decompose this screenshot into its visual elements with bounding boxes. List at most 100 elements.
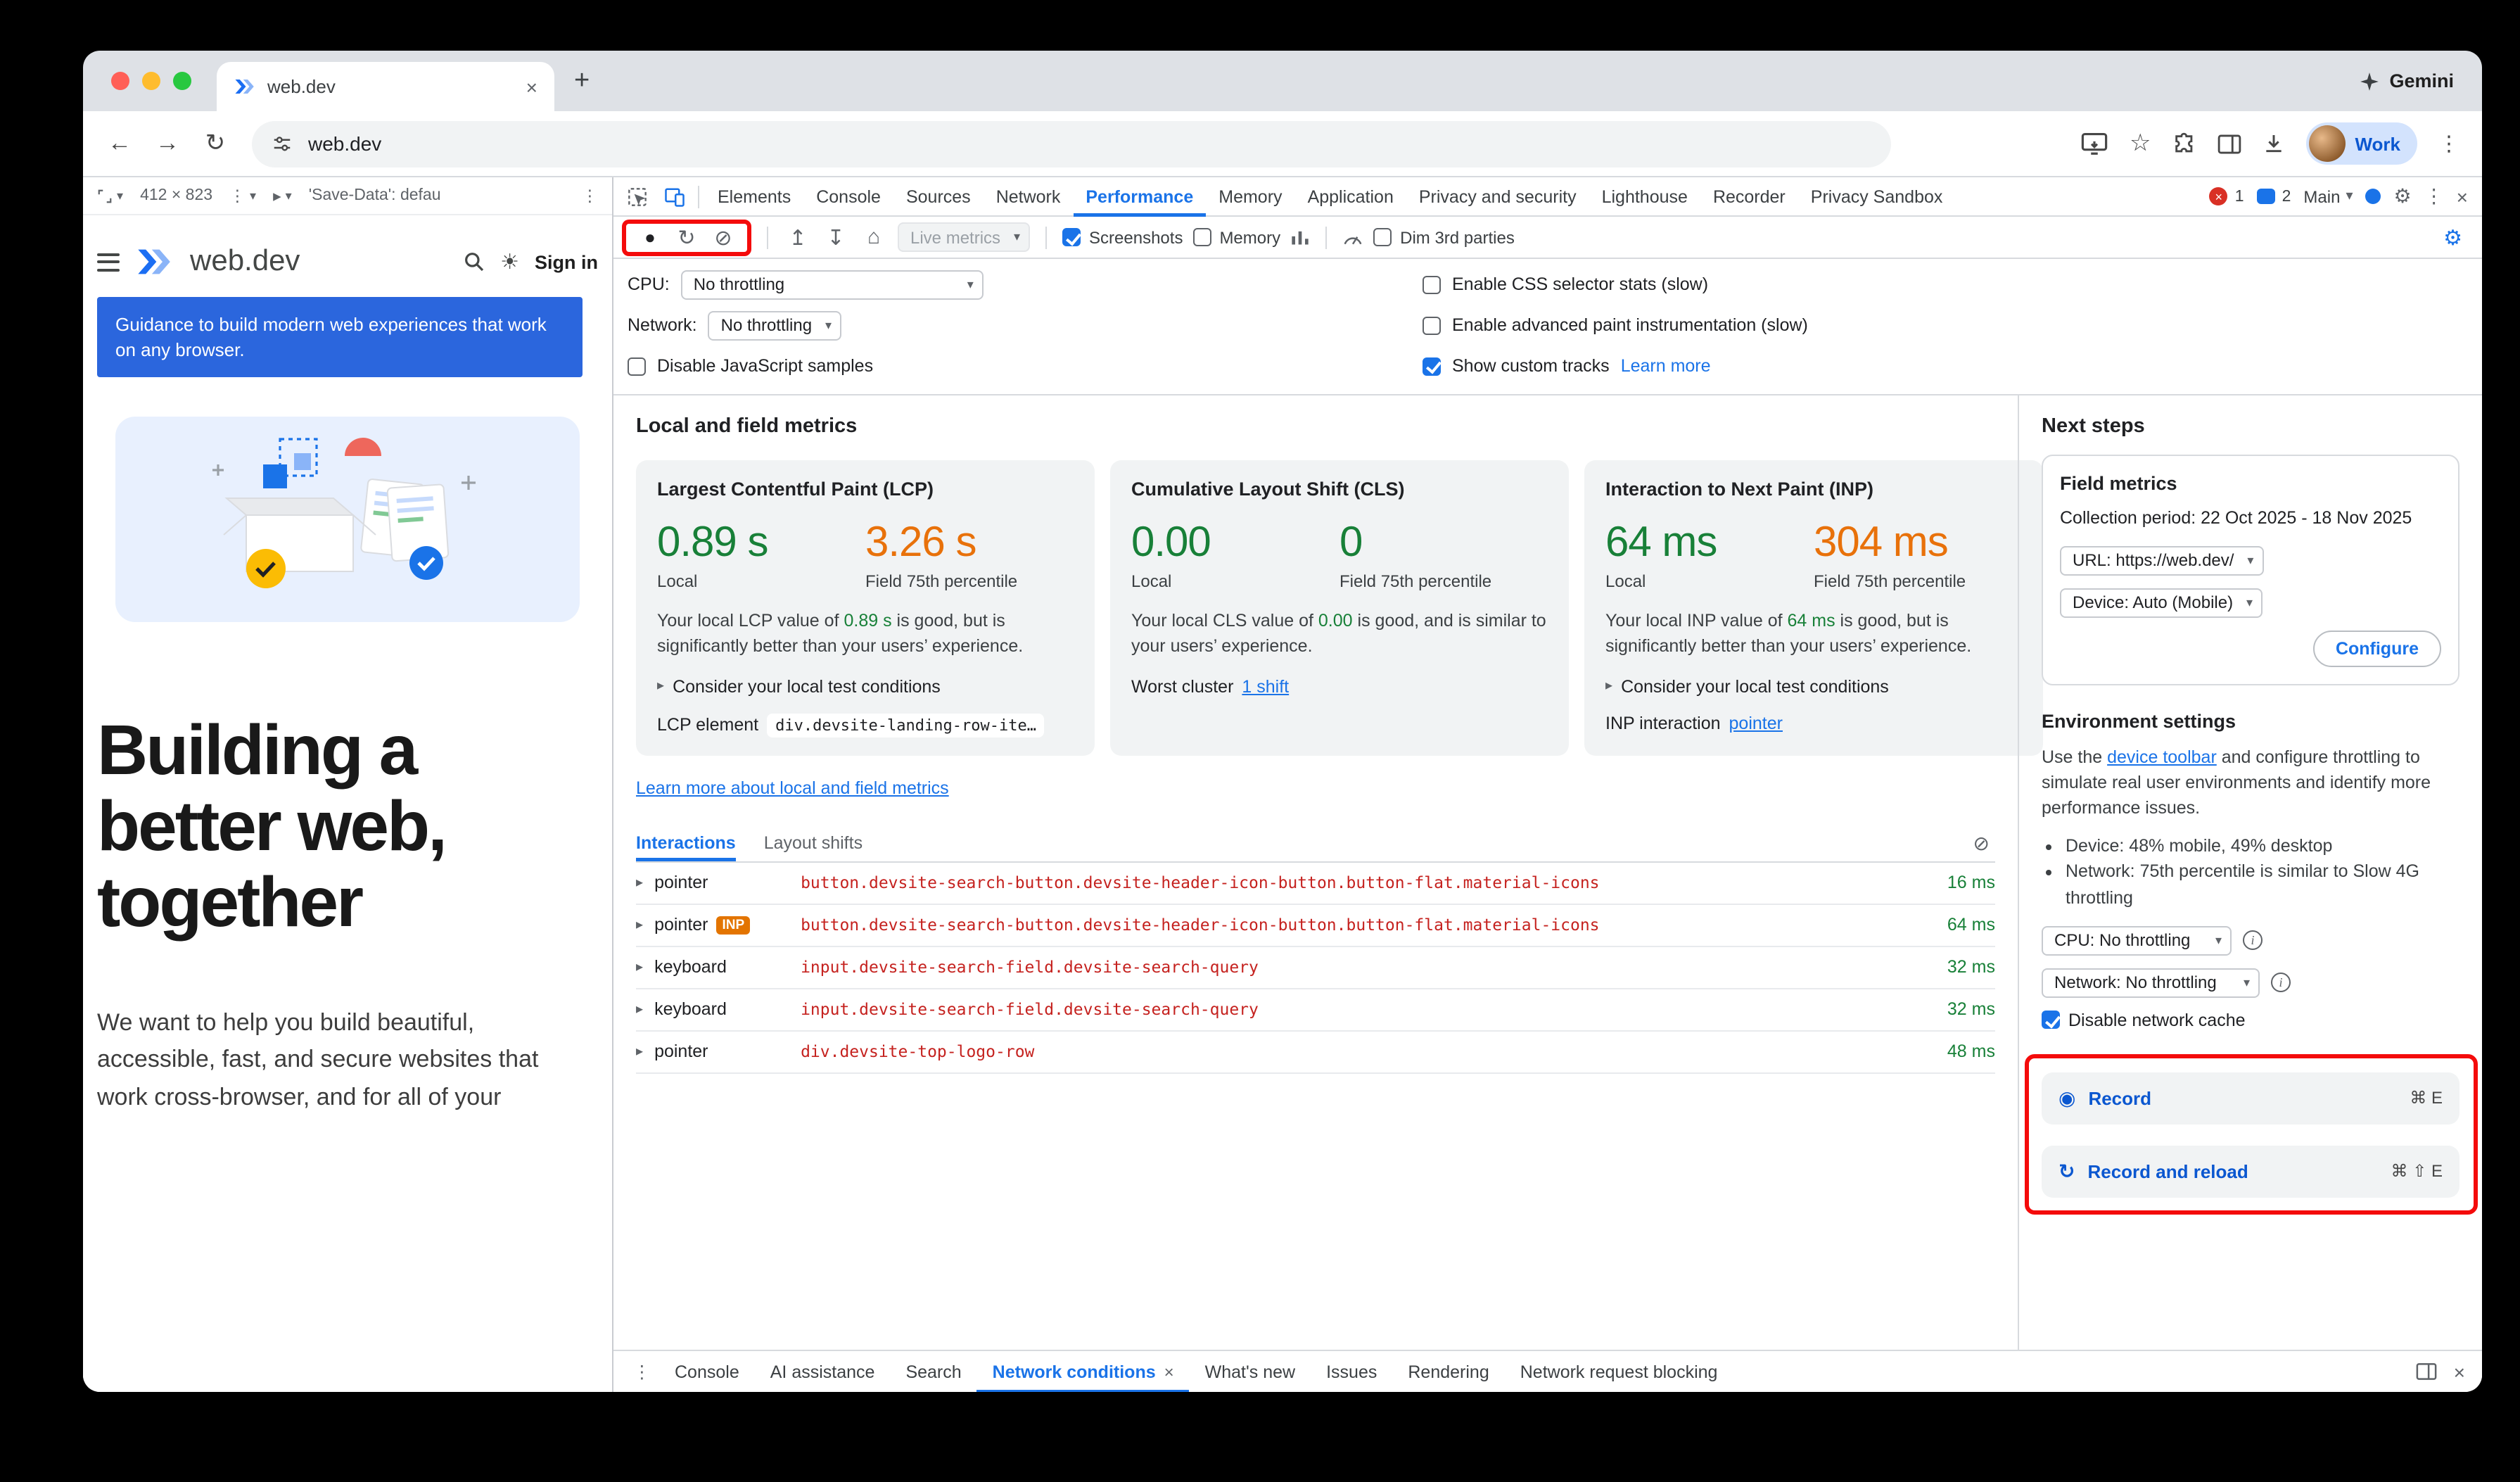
search-icon[interactable]: [462, 251, 485, 273]
error-badge-icon[interactable]: ×: [2209, 187, 2228, 205]
dock-side-icon[interactable]: [2416, 1362, 2437, 1381]
css-selector-stats-checkbox[interactable]: Enable CSS selector stats (slow): [1423, 269, 2468, 300]
interaction-row[interactable]: ▸ keyboard input.devsite-search-field.de…: [636, 946, 1995, 989]
metrics-learn-more-link[interactable]: Learn more about local and field metrics: [636, 778, 949, 797]
profile-chip[interactable]: Work: [2305, 122, 2417, 165]
device-toolbar-menu-icon[interactable]: ⋮: [582, 189, 598, 205]
clear-button[interactable]: ⊘: [714, 226, 732, 250]
save-data-select[interactable]: 'Save-Data': defau: [308, 187, 441, 204]
drawer-tab-console[interactable]: Console: [675, 1362, 739, 1381]
tab-privacy-security[interactable]: Privacy and security: [1418, 186, 1577, 206]
tab-recorder[interactable]: Recorder: [1712, 186, 1786, 206]
drawer-menu-icon[interactable]: ⋮: [633, 1362, 651, 1382]
capture-settings-gear-icon[interactable]: ⚙: [2443, 226, 2462, 250]
tab-memory[interactable]: Memory: [1218, 186, 1283, 206]
address-bar[interactable]: web.dev: [252, 120, 1891, 167]
tab-application[interactable]: Application: [1307, 186, 1394, 206]
advanced-paint-checkbox[interactable]: Enable advanced paint instrumentation (s…: [1423, 310, 2468, 341]
tab-lighthouse[interactable]: Lighthouse: [1601, 186, 1688, 206]
drawer-tab-close-icon[interactable]: ×: [1164, 1362, 1174, 1381]
tab-sources[interactable]: Sources: [905, 186, 971, 206]
network-chart-icon[interactable]: [1290, 228, 1310, 246]
tab-console[interactable]: Console: [816, 186, 881, 206]
drawer-tab-search[interactable]: Search: [905, 1362, 962, 1381]
devtools-close-icon[interactable]: ×: [2456, 185, 2468, 208]
record-button[interactable]: ●: [644, 227, 656, 248]
drawer-tab-issues[interactable]: Issues: [1326, 1362, 1377, 1381]
drawer-tab-network-request-blocking[interactable]: Network request blocking: [1520, 1362, 1718, 1381]
browser-tab[interactable]: web.dev ×: [217, 62, 554, 111]
memory-checkbox[interactable]: Memory: [1192, 227, 1280, 247]
tab-elements[interactable]: Elements: [718, 186, 791, 206]
field-device-select[interactable]: Device: Auto (Mobile): [2060, 588, 2263, 618]
expand-icon[interactable]: ▸: [636, 917, 644, 932]
drawer-tab-rendering[interactable]: Rendering: [1408, 1362, 1489, 1381]
issues-badge-icon[interactable]: [2256, 189, 2275, 204]
close-window-button[interactable]: [111, 72, 129, 90]
drawer-tab-network-conditions[interactable]: Network conditions ×: [977, 1350, 1190, 1392]
bookmark-star-icon[interactable]: ☆: [2129, 129, 2151, 156]
clear-log-icon[interactable]: ⊘: [1973, 831, 1990, 854]
download-profile-icon[interactable]: ↧: [827, 226, 845, 250]
expand-icon[interactable]: ▸: [636, 959, 644, 975]
reload-button[interactable]: ↻: [205, 129, 226, 156]
drawer-close-icon[interactable]: ×: [2453, 1360, 2465, 1383]
settings-gear-icon[interactable]: ⚙: [2393, 184, 2412, 207]
webdev-logo-icon[interactable]: [135, 243, 172, 280]
tab-interactions[interactable]: Interactions: [636, 832, 736, 861]
custom-tracks-checkbox[interactable]: Show custom tracks Learn more: [1423, 350, 2468, 381]
record-button-row[interactable]: ◉ Record ⌘ E: [2042, 1072, 2459, 1125]
upload-profile-icon[interactable]: ↥: [789, 226, 807, 250]
network-throttling-select[interactable]: No throttling: [708, 310, 842, 340]
zoom-select[interactable]: ⋮ ▾: [229, 188, 257, 205]
configure-button[interactable]: Configure: [2312, 630, 2441, 667]
custom-tracks-learn-more-link[interactable]: Learn more: [1620, 356, 1711, 376]
back-button[interactable]: ←: [108, 129, 132, 156]
tab-close-icon[interactable]: ×: [526, 75, 537, 98]
info-icon[interactable]: i: [2271, 973, 2291, 993]
info-icon[interactable]: i: [2243, 930, 2263, 951]
device-toolbar-link[interactable]: device toolbar: [2107, 747, 2217, 767]
side-panel-icon[interactable]: [2217, 133, 2241, 154]
tab-network[interactable]: Network: [995, 186, 1061, 206]
forward-button[interactable]: →: [155, 129, 179, 156]
cls-shift-link[interactable]: 1 shift: [1242, 676, 1290, 696]
record-reload-button-row[interactable]: ↻ Record and reload ⌘ ⇧ E: [2042, 1145, 2459, 1198]
throttle-gauge-icon[interactable]: [1342, 229, 1363, 246]
disable-cache-checkbox[interactable]: Disable network cache: [2042, 1010, 2459, 1030]
drawer-tab-whats-new[interactable]: What's new: [1204, 1362, 1296, 1381]
devtools-menu-icon[interactable]: ⋮: [2424, 184, 2444, 207]
env-cpu-select[interactable]: CPU: No throttling: [2042, 925, 2232, 956]
tab-performance[interactable]: Performance: [1073, 177, 1206, 216]
live-metrics-home-icon[interactable]: ⌂: [867, 225, 881, 249]
dim-3rd-parties-checkbox[interactable]: Dim 3rd parties: [1373, 227, 1515, 247]
tab-layout-shifts[interactable]: Layout shifts: [763, 832, 863, 852]
webdev-logo-text[interactable]: web.dev: [190, 245, 300, 277]
inp-pointer-link[interactable]: pointer: [1729, 713, 1783, 733]
minimize-window-button[interactable]: [142, 72, 160, 90]
inspect-element-icon[interactable]: [619, 186, 656, 206]
extensions-icon[interactable]: [2172, 132, 2196, 156]
device-type-select[interactable]: ▾: [97, 188, 123, 203]
site-settings-icon[interactable]: [272, 133, 293, 154]
lcp-element-chip[interactable]: div.devsite-landing-row-ite…: [767, 713, 1045, 737]
screenshots-checkbox[interactable]: Screenshots: [1062, 227, 1183, 247]
expand-icon[interactable]: ▸: [636, 1044, 644, 1059]
interaction-row[interactable]: ▸ pointer button.devsite-search-button.d…: [636, 862, 1995, 904]
cast-icon[interactable]: [2082, 132, 2108, 155]
throttling-select[interactable]: ▸ ▾: [273, 188, 292, 205]
disable-js-samples-checkbox[interactable]: Disable JavaScript samples: [628, 350, 1423, 381]
expand-icon[interactable]: ▸: [636, 1001, 644, 1017]
field-url-select[interactable]: URL: https://web.dev/: [2060, 545, 2264, 576]
expand-icon[interactable]: ▸: [636, 875, 644, 890]
cpu-throttling-select[interactable]: No throttling: [680, 270, 984, 299]
env-network-select[interactable]: Network: No throttling: [2042, 968, 2260, 998]
interaction-row[interactable]: ▸ pointer div.devsite-top-logo-row 48 ms: [636, 1031, 1995, 1073]
maximize-window-button[interactable]: [173, 72, 191, 90]
theme-toggle-icon[interactable]: ☀: [500, 251, 519, 274]
interaction-row[interactable]: ▸ keyboard input.devsite-search-field.de…: [636, 989, 1995, 1031]
sign-in-button[interactable]: Sign in: [535, 251, 598, 272]
context-selector[interactable]: Main ▾: [2303, 186, 2353, 206]
new-tab-button[interactable]: +: [574, 65, 590, 95]
viewport-dimensions[interactable]: 412 × 823: [140, 187, 213, 204]
